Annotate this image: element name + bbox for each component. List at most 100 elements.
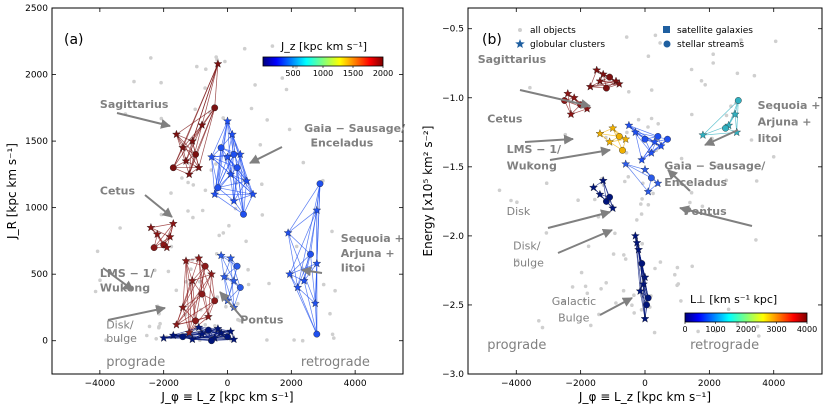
globular-cluster-star — [640, 164, 650, 174]
colorbar-tick-label: 1500 — [343, 69, 363, 78]
stream-point — [240, 210, 247, 218]
group-link — [201, 294, 209, 317]
background-point — [711, 61, 715, 65]
group-annotation: Cetus — [487, 113, 523, 126]
background-point — [287, 127, 292, 132]
globular-cluster-star — [242, 176, 252, 185]
panel-a-colorbar-ticks: 500 1000 1500 2000 — [285, 66, 393, 78]
background-point — [640, 197, 644, 201]
background-point — [527, 161, 532, 166]
background-point — [624, 151, 629, 155]
globular-cluster-star — [159, 333, 169, 342]
globular-cluster-star — [310, 298, 320, 308]
group-link — [589, 70, 598, 87]
background-point — [757, 334, 761, 338]
globular-cluster-star — [285, 269, 295, 278]
background-point — [328, 311, 332, 316]
annotation-arrow — [704, 129, 739, 146]
background-point — [540, 325, 545, 330]
region-label: prograde — [106, 355, 165, 370]
stream-point — [198, 290, 206, 298]
group-link — [201, 274, 212, 295]
background-point — [613, 231, 617, 236]
background-point — [93, 289, 98, 294]
background-point — [614, 301, 618, 305]
group-link — [230, 174, 254, 195]
stream-point — [664, 135, 671, 143]
y-tick-label: 1000 — [25, 204, 48, 214]
y-tick-label: 2000 — [25, 71, 48, 81]
group-link — [198, 107, 216, 168]
group-annotation: Arjuna + — [341, 247, 395, 260]
background-point — [611, 252, 616, 256]
background-point — [583, 284, 588, 289]
group-link — [185, 260, 196, 321]
panel-a: −4000 −2000 0 2000 4000 0 500 1000 1500 2000 2500… — [5, 4, 406, 404]
group-link — [227, 134, 233, 158]
group-link — [310, 183, 321, 255]
background-point — [246, 282, 251, 287]
globular-cluster-star — [653, 178, 663, 188]
background-point — [597, 312, 601, 317]
group-annotation: Enceladus — [311, 136, 374, 149]
background-point — [157, 312, 161, 316]
x-tick-label: −2000 — [148, 379, 179, 389]
background-point — [191, 215, 195, 220]
annotation-arrow — [116, 112, 171, 129]
background-point — [284, 87, 289, 92]
background-point — [260, 182, 264, 186]
background-point — [576, 198, 580, 202]
component-annotation: bulge — [106, 332, 137, 345]
globular-cluster-star — [608, 203, 618, 213]
background-point — [688, 200, 692, 205]
component-annotation: Disk — [507, 205, 531, 218]
x-tick-label: −4000 — [85, 379, 116, 389]
background-point — [653, 266, 657, 271]
y-tick-label: 1500 — [25, 137, 48, 147]
globular-cluster-star — [152, 229, 162, 239]
group-link — [188, 125, 203, 175]
background-point — [515, 258, 520, 263]
panel-b-background-points — [497, 28, 778, 338]
stream-point — [619, 146, 626, 154]
legend-label: satellite galaxies — [677, 26, 753, 36]
background-point — [639, 308, 644, 312]
stream-point — [150, 244, 158, 252]
globular-cluster-star — [248, 189, 258, 199]
background-point — [221, 231, 226, 235]
globular-cluster-star — [178, 302, 188, 312]
globular-cluster-star — [226, 169, 236, 179]
y-tick-label: −3.0 — [442, 370, 464, 380]
colorbar-tick-label: 4000 — [797, 325, 817, 334]
background-point — [200, 208, 205, 213]
group-link — [188, 300, 215, 333]
background-point — [700, 204, 705, 209]
x-tick-label: −2000 — [565, 379, 596, 389]
globular-cluster-star — [621, 159, 631, 168]
x-tick-label: 0 — [225, 379, 231, 389]
component-annotation: Disk/ — [513, 240, 541, 253]
group-link — [223, 258, 232, 277]
group-link — [590, 80, 617, 88]
background-point — [118, 226, 122, 230]
stream-point — [615, 132, 623, 140]
group-link — [214, 194, 244, 215]
globular-cluster-star — [595, 129, 605, 138]
group-link — [239, 154, 247, 182]
globular-cluster-star — [608, 123, 618, 132]
background-point — [147, 324, 152, 329]
group-link — [310, 254, 316, 304]
y-tick-label: −2.5 — [442, 301, 464, 311]
background-point — [636, 117, 641, 122]
globular-cluster-star — [635, 286, 645, 295]
background-point — [333, 288, 337, 293]
group-link — [182, 307, 190, 333]
group-link — [233, 167, 238, 202]
background-point — [755, 324, 760, 329]
region-label: retrograde — [301, 355, 370, 370]
background-point — [749, 138, 754, 142]
x-tick-label: −4000 — [501, 379, 532, 389]
background-point — [563, 132, 568, 137]
panel-a-label: (a) — [64, 32, 84, 48]
panel-a-x-ticks: −4000 −2000 0 2000 4000 — [85, 8, 367, 389]
